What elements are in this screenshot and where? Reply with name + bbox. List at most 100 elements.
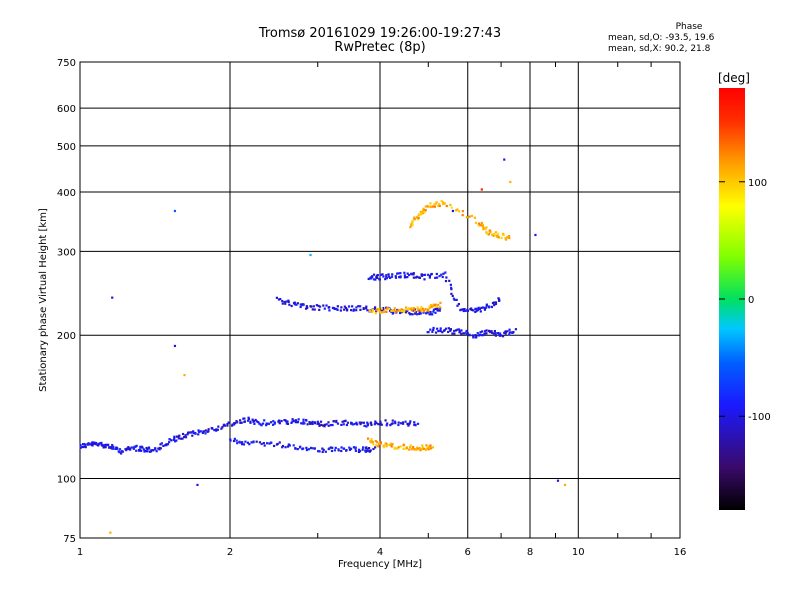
data-point: [479, 331, 482, 334]
data-point: [312, 305, 315, 308]
data-point: [243, 417, 246, 420]
data-point: [111, 296, 114, 299]
data-point: [413, 216, 416, 219]
data-point: [79, 446, 82, 449]
data-point: [481, 225, 485, 228]
data-point: [266, 442, 269, 445]
data-point: [474, 334, 477, 337]
data-point: [409, 444, 413, 447]
data-point: [394, 422, 397, 425]
data-point: [381, 273, 384, 276]
y-tick-label: 600: [57, 104, 76, 115]
data-point: [434, 303, 437, 306]
data-point: [466, 332, 469, 335]
data-point: [370, 423, 373, 426]
data-point: [252, 441, 255, 444]
data-point: [465, 330, 468, 333]
data-point: [481, 330, 484, 333]
data-point: [149, 450, 153, 453]
data-point: [146, 450, 149, 453]
data-point: [373, 307, 376, 310]
data-point: [238, 419, 242, 422]
data-point: [408, 448, 411, 451]
data-point: [290, 421, 293, 424]
data-point: [407, 307, 411, 310]
data-point: [400, 308, 403, 311]
data-point: [371, 310, 374, 314]
data-point: [325, 423, 328, 426]
data-point: [104, 446, 107, 449]
data-point: [252, 419, 256, 423]
data-point: [173, 436, 176, 440]
data-point: [280, 419, 283, 423]
data-point: [419, 449, 422, 452]
data-point: [278, 419, 281, 422]
data-point: [453, 298, 456, 301]
data-point: [249, 420, 252, 423]
data-point: [285, 420, 288, 423]
data-point: [413, 218, 417, 221]
data-point: [288, 303, 291, 306]
data-point: [497, 232, 500, 235]
data-point: [221, 426, 224, 429]
data-point: [331, 446, 334, 449]
data-point: [339, 309, 342, 312]
x-tick-label: 8: [527, 547, 533, 558]
data-point: [380, 307, 383, 310]
data-point: [223, 424, 226, 427]
data-point: [287, 300, 290, 303]
data-point: [477, 224, 480, 227]
data-point: [489, 230, 492, 233]
data-point: [429, 444, 432, 447]
data-point: [406, 276, 409, 279]
data-point: [382, 306, 385, 310]
data-point: [420, 274, 423, 278]
data-point: [492, 234, 495, 237]
data-point: [95, 443, 99, 446]
data-point: [423, 211, 426, 214]
data-point: [374, 446, 377, 449]
data-point: [447, 330, 450, 334]
y-tick-label: 75: [63, 534, 76, 545]
x-tick-label: 1: [77, 547, 83, 558]
data-point: [369, 276, 372, 279]
data-point: [428, 313, 431, 316]
data-point: [474, 307, 477, 310]
data-point: [318, 308, 321, 311]
data-point: [399, 422, 403, 425]
data-point: [262, 441, 265, 445]
data-point: [412, 446, 415, 449]
data-point: [394, 276, 398, 279]
data-point: [344, 419, 347, 422]
data-point: [406, 307, 409, 311]
data-point: [311, 420, 314, 424]
data-point: [490, 331, 494, 334]
data-point: [98, 442, 101, 445]
data-point: [301, 422, 305, 425]
data-point: [358, 421, 361, 424]
data-point: [485, 226, 488, 229]
data-point: [398, 311, 402, 315]
data-point: [462, 332, 465, 335]
data-point: [285, 300, 288, 303]
data-point: [258, 422, 261, 425]
data-point: [213, 428, 216, 432]
data-point: [313, 308, 316, 311]
data-point: [483, 332, 486, 335]
data-point: [498, 334, 501, 337]
data-point: [369, 421, 373, 424]
data-point: [385, 274, 388, 277]
data-point: [403, 274, 406, 277]
data-point: [239, 441, 242, 444]
data-point: [343, 305, 346, 308]
data-point: [296, 421, 299, 424]
data-point: [418, 276, 421, 279]
data-point: [154, 448, 157, 451]
chart-title-line2: RwPretec (8p): [334, 40, 426, 55]
data-point: [485, 332, 488, 335]
colorbar-tick-label: 0: [748, 295, 754, 306]
data-point: [324, 450, 327, 453]
data-point: [419, 312, 422, 315]
data-point: [413, 310, 416, 313]
data-point: [494, 302, 498, 305]
